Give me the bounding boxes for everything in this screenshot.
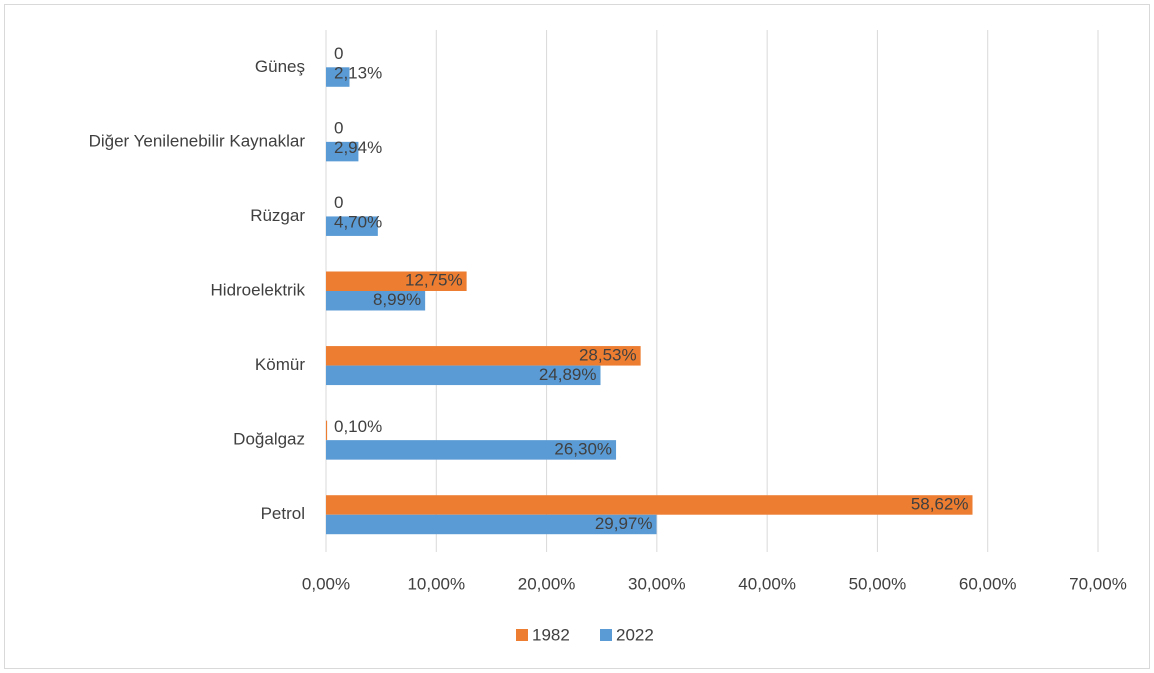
data-label: 12,75% xyxy=(405,271,463,290)
x-tick-label: 10,00% xyxy=(407,574,465,593)
data-label: 24,89% xyxy=(539,365,597,384)
x-tick-label: 70,00% xyxy=(1069,574,1127,593)
x-tick-label: 20,00% xyxy=(518,574,576,593)
y-tick-label: Doğalgaz xyxy=(233,430,305,449)
data-label: 2,94% xyxy=(334,138,382,157)
bar xyxy=(326,440,617,460)
data-label: 0 xyxy=(334,193,343,212)
data-label: 28,53% xyxy=(579,345,637,364)
data-label: 26,30% xyxy=(554,439,612,458)
bar xyxy=(326,216,378,236)
data-label: 8,99% xyxy=(373,290,421,309)
bar xyxy=(326,291,426,311)
x-tick-label: 60,00% xyxy=(959,574,1017,593)
data-label: 2,13% xyxy=(334,64,382,83)
bar xyxy=(326,67,350,87)
data-label: 58,62% xyxy=(911,494,969,513)
bar xyxy=(326,420,328,441)
legend-label: 1982 xyxy=(532,625,570,644)
legend-swatch xyxy=(516,629,528,641)
data-label: 29,97% xyxy=(595,514,653,533)
bar xyxy=(326,346,641,366)
y-tick-label: Kömür xyxy=(255,355,305,374)
y-tick-label: Rüzgar xyxy=(250,206,305,225)
data-label: 0 xyxy=(334,119,343,138)
y-tick-label: Güneş xyxy=(255,57,305,76)
bar xyxy=(326,495,973,515)
x-tick-label: 40,00% xyxy=(738,574,796,593)
chart-border xyxy=(4,4,1150,669)
bar xyxy=(326,365,601,386)
y-tick-label: Hidroelektrik xyxy=(211,280,306,299)
data-label: 0,10% xyxy=(334,417,382,436)
x-tick-label: 0,00% xyxy=(302,574,350,593)
y-tick-label: Diğer Yenilenebilir Kaynaklar xyxy=(89,131,306,150)
data-label: 4,70% xyxy=(334,213,382,232)
x-tick-label: 50,00% xyxy=(849,574,907,593)
bar xyxy=(326,271,467,291)
legend-label: 2022 xyxy=(616,625,654,644)
x-tick-label: 30,00% xyxy=(628,574,686,593)
bar xyxy=(326,514,657,535)
y-tick-label: Petrol xyxy=(261,504,305,523)
bar xyxy=(326,141,359,162)
data-label: 0 xyxy=(334,44,343,63)
legend-swatch xyxy=(600,629,612,641)
